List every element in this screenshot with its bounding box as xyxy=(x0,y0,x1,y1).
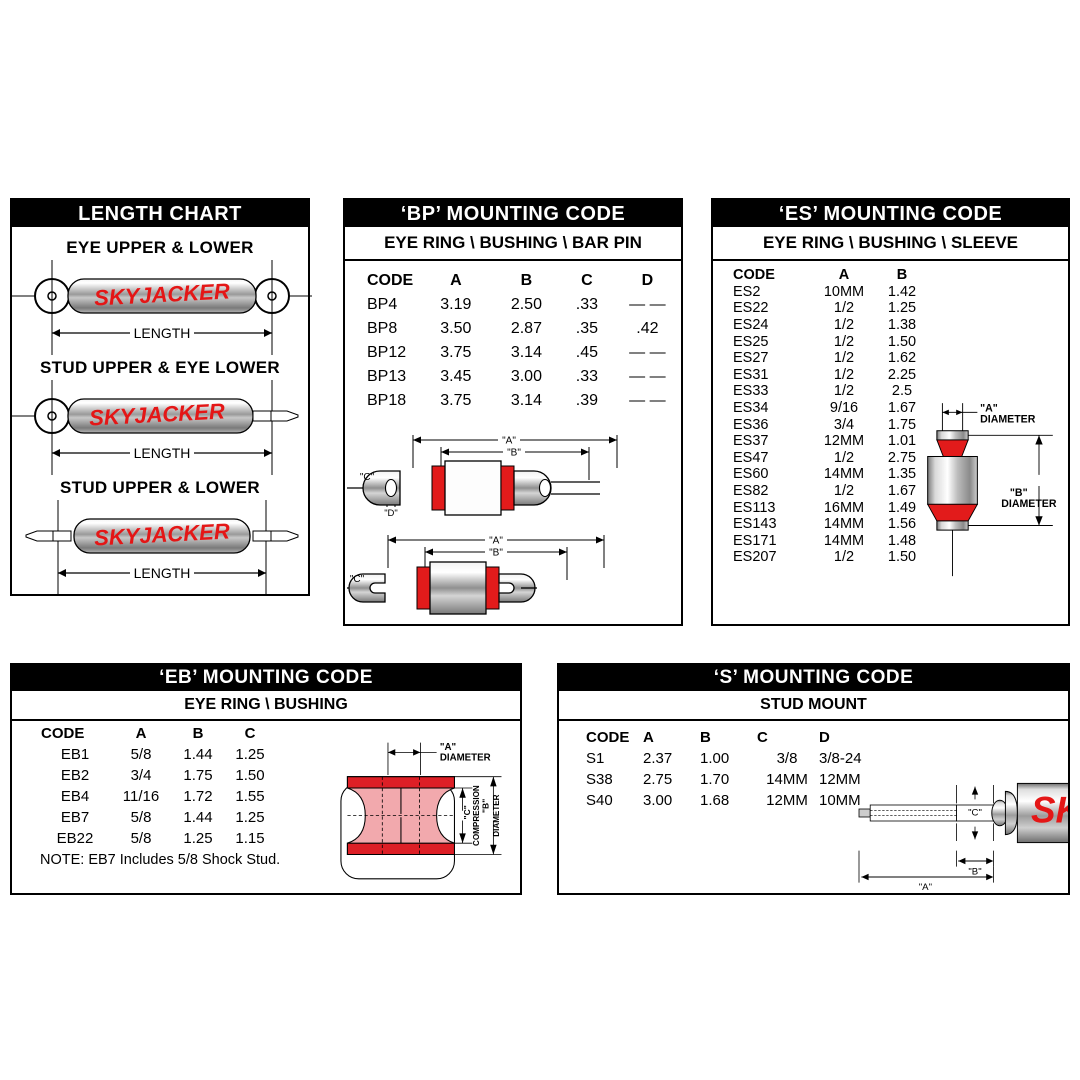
svg-text:"D": "D" xyxy=(384,508,398,519)
svg-text:LENGTH: LENGTH xyxy=(134,325,191,341)
svg-text:"A": "A" xyxy=(502,436,516,447)
svg-text:DIAMETER: DIAMETER xyxy=(492,794,501,836)
svg-text:LENGTH: LENGTH xyxy=(134,445,191,461)
svg-text:"C": "C" xyxy=(968,807,982,818)
svg-text:"C": "C" xyxy=(350,574,365,585)
svg-text:"A": "A" xyxy=(440,742,456,753)
svg-text:DIAMETER: DIAMETER xyxy=(1001,498,1057,510)
svg-text:"B": "B" xyxy=(489,548,503,559)
svg-text:COMPRESSION: COMPRESSION xyxy=(472,785,481,846)
svg-text:"A": "A" xyxy=(489,536,503,547)
svg-text:"C": "C" xyxy=(462,805,472,819)
svg-text:"B": "B" xyxy=(507,448,521,459)
svg-text:DIAMETER: DIAMETER xyxy=(980,413,1036,425)
svg-text:DIAMETER: DIAMETER xyxy=(440,752,491,763)
svg-text:SK: SK xyxy=(1031,790,1070,831)
svg-text:"B": "B" xyxy=(968,867,981,878)
svg-text:LENGTH: LENGTH xyxy=(134,565,191,581)
svg-text:"A": "A" xyxy=(919,882,932,893)
svg-text:"C": "C" xyxy=(360,472,375,483)
svg-text:"B": "B" xyxy=(481,799,491,813)
